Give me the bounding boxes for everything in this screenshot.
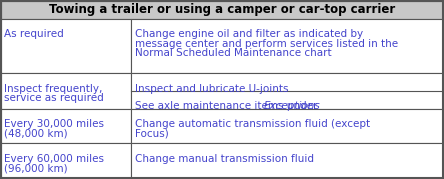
Text: message center and perform services listed in the: message center and perform services list… <box>135 38 398 49</box>
Text: Every 60,000 miles: Every 60,000 miles <box>4 154 104 164</box>
Text: Focus): Focus) <box>135 129 169 139</box>
Bar <box>131 19 443 73</box>
Bar <box>131 143 443 178</box>
Text: Exceptions: Exceptions <box>264 101 320 111</box>
Text: service as required: service as required <box>4 93 104 103</box>
Bar <box>1 73 131 109</box>
Text: Change engine oil and filter as indicated by: Change engine oil and filter as indicate… <box>135 29 363 39</box>
Text: Change manual transmission fluid: Change manual transmission fluid <box>135 154 314 164</box>
Text: (48,000 km): (48,000 km) <box>4 129 68 139</box>
Text: See axle maintenance items under: See axle maintenance items under <box>135 101 321 111</box>
Text: Every 30,000 miles: Every 30,000 miles <box>4 119 104 129</box>
Bar <box>131 109 443 143</box>
Text: Inspect and lubricate U-joints: Inspect and lubricate U-joints <box>135 84 289 94</box>
Bar <box>1 1 443 19</box>
Text: Change automatic transmission fluid (except: Change automatic transmission fluid (exc… <box>135 119 370 129</box>
Bar <box>1 109 131 143</box>
Text: As required: As required <box>4 29 64 39</box>
Text: (96,000 km): (96,000 km) <box>4 163 68 173</box>
Text: Inspect frequently,: Inspect frequently, <box>4 84 103 94</box>
Bar <box>1 19 131 73</box>
Bar <box>1 143 131 178</box>
Bar <box>131 73 443 109</box>
Text: Normal Scheduled Maintenance chart: Normal Scheduled Maintenance chart <box>135 48 332 58</box>
Text: Towing a trailer or using a camper or car-top carrier: Towing a trailer or using a camper or ca… <box>49 3 395 16</box>
